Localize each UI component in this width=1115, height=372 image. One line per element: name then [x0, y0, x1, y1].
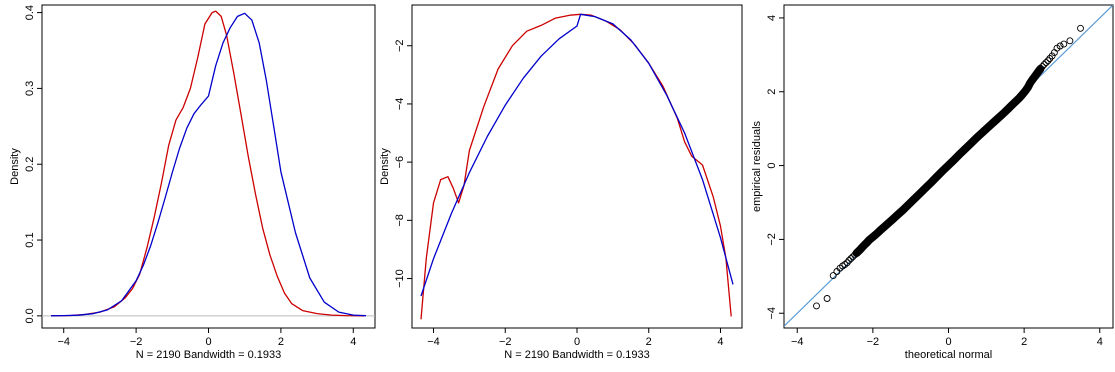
y-tick-label: −8 — [394, 214, 406, 227]
data-point — [1001, 108, 1008, 116]
x-tick-label: 0 — [205, 336, 211, 348]
y-tick-label: −2 — [766, 233, 778, 246]
density-curve — [420, 13, 732, 320]
x-tick-label: 2 — [646, 336, 652, 348]
y-tick-label: 0.0 — [24, 308, 36, 323]
y-axis-label: Density — [9, 148, 21, 185]
data-point — [911, 195, 918, 203]
qq-plot-panel: −4 −2 0 2 4 −4 −2 0 2 4 theoretical normal empirica… — [751, 4, 1114, 361]
density-plot-panel: −4 −2 0 2 4 0.0 0.1 0.2 0.3 0.4 N = 2190 Bandwidth… — [9, 4, 376, 361]
data-point — [984, 123, 992, 131]
data-point — [843, 259, 851, 267]
x-tick-label: −4 — [57, 336, 70, 348]
x-axis-label: N = 2190 Bandwidth = 0.1933 — [136, 349, 282, 361]
data-point — [880, 223, 888, 231]
data-point — [823, 295, 831, 302]
density-curve — [50, 12, 367, 317]
data-point — [855, 247, 862, 255]
y-tick-label: −4 — [766, 307, 778, 320]
data-point — [899, 206, 907, 214]
x-tick-label: 0 — [574, 336, 580, 348]
y-tick-label: −10 — [394, 269, 406, 288]
y-axis-label: empirical residuals — [751, 120, 763, 212]
data-point — [979, 128, 986, 136]
data-point — [1056, 42, 1064, 50]
data-point — [856, 245, 864, 253]
data-point — [1066, 37, 1074, 45]
data-point — [1060, 40, 1068, 48]
data-point — [889, 216, 896, 223]
data-point — [1038, 63, 1046, 71]
data-point — [950, 156, 958, 164]
data-point — [1009, 100, 1017, 108]
data-point — [939, 167, 947, 175]
x-tick-label: −4 — [427, 336, 440, 348]
data-point — [853, 249, 861, 257]
x-tick-label: −2 — [130, 336, 143, 348]
y-tick-label: −2 — [394, 39, 406, 52]
data-point — [829, 272, 837, 280]
density-curve — [420, 13, 734, 297]
data-point — [1077, 24, 1084, 32]
x-tick-label: −2 — [499, 336, 512, 348]
y-tick-label: 4 — [766, 15, 778, 21]
data-point — [996, 113, 1004, 121]
y-tick-label: 0 — [766, 163, 778, 169]
y-tick-label: 0.3 — [24, 81, 36, 96]
data-point — [849, 253, 857, 261]
data-point — [967, 139, 975, 147]
plot-frame — [411, 4, 743, 329]
data-point — [973, 134, 981, 141]
data-point — [1044, 57, 1052, 65]
y-tick-label: −4 — [394, 98, 406, 111]
x-tick-label: −2 — [867, 336, 880, 348]
x-tick-label: 2 — [1021, 336, 1027, 348]
data-point — [928, 178, 935, 186]
data-point — [841, 261, 849, 268]
data-point — [861, 241, 868, 249]
data-point — [990, 118, 998, 126]
y-tick-label: 2 — [766, 89, 778, 95]
data-point — [956, 150, 964, 158]
data-point — [922, 184, 930, 192]
data-point — [884, 220, 892, 227]
data-point — [916, 189, 924, 197]
plot-frame — [41, 4, 376, 329]
y-tick-label: −6 — [394, 156, 406, 169]
data-point — [1036, 65, 1044, 73]
data-point — [905, 200, 913, 208]
data-point — [851, 251, 859, 259]
data-point — [858, 243, 866, 251]
data-point — [1042, 59, 1050, 67]
y-tick-label: 0.1 — [24, 232, 36, 247]
data-point — [845, 256, 853, 264]
y-tick-label: 0.4 — [24, 5, 36, 20]
data-point — [1005, 104, 1013, 112]
x-axis-label: N = 2190 Bandwidth = 0.1933 — [504, 349, 650, 361]
x-axis-label: theoretical normal — [905, 349, 992, 361]
y-axis-label: Density — [379, 148, 391, 185]
data-point — [847, 255, 855, 263]
data-point — [933, 172, 941, 180]
x-tick-label: 4 — [717, 336, 723, 348]
data-point — [813, 302, 820, 310]
x-tick-label: 4 — [1097, 336, 1103, 348]
density-curve — [50, 10, 365, 317]
y-tick-label: 0.2 — [24, 157, 36, 172]
x-tick-label: 2 — [278, 336, 284, 348]
x-tick-label: −4 — [791, 336, 804, 348]
data-point — [1040, 60, 1048, 68]
data-point — [962, 145, 969, 153]
data-point — [893, 211, 901, 219]
log-density-plot-panel: −4 −2 0 2 4−10−8−6−4−2N = 2190 Bandwidth = 0… — [379, 4, 743, 361]
x-tick-label: 4 — [350, 336, 356, 348]
x-tick-label: 0 — [945, 336, 951, 348]
data-point — [945, 161, 952, 169]
